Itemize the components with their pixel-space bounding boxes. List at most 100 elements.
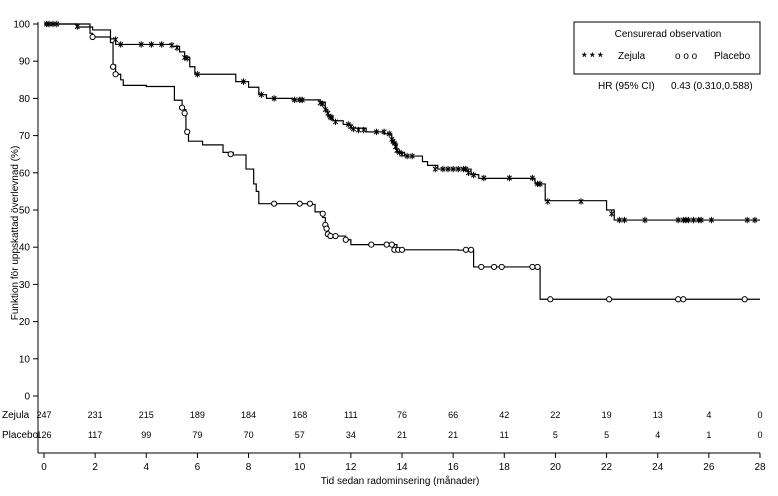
zejula-censor-mark xyxy=(373,128,380,136)
x-tick-label: 14 xyxy=(396,462,408,473)
zejula-censor-mark xyxy=(320,100,326,108)
x-tick-label: 10 xyxy=(294,462,306,473)
hr-label: HR (95% CI) xyxy=(598,81,655,92)
at-risk-value-zejula: 168 xyxy=(292,410,307,420)
at-risk-value-placebo: 117 xyxy=(88,430,102,440)
zejula-censor-mark xyxy=(685,216,691,224)
zejula-censor-mark xyxy=(299,96,305,104)
placebo-censor-mark xyxy=(327,232,334,240)
legend-zejula-label: Zejula xyxy=(618,51,646,62)
zejula-censor-mark xyxy=(690,216,697,224)
at-risk-value-zejula: 184 xyxy=(241,410,256,420)
zejula-censor-mark xyxy=(325,110,331,117)
legend-placebo-label: Placebo xyxy=(714,51,751,62)
placebo-censor-mark xyxy=(534,263,541,271)
placebo-censor-mark xyxy=(462,246,470,253)
placebo-censor-mark xyxy=(741,296,748,303)
x-tick-label: 2 xyxy=(92,462,98,473)
y-tick-label: 60 xyxy=(19,168,31,179)
x-tick-label: 18 xyxy=(499,462,511,473)
zejula-censor-mark xyxy=(675,216,681,224)
zejula-censor-mark xyxy=(440,165,446,173)
zejula-censor-mark xyxy=(329,114,335,121)
placebo-censor-mark xyxy=(478,263,485,271)
at-risk-value-placebo: 5 xyxy=(553,430,558,440)
zejula-censor-mark xyxy=(445,165,451,173)
zejula-censor-mark xyxy=(350,125,357,133)
zejula-censor-mark xyxy=(471,171,477,179)
at-risk-value-zejula: 0 xyxy=(757,410,762,420)
placebo-censor-mark xyxy=(675,296,682,303)
zejula-censor-mark xyxy=(355,126,362,134)
at-risk-label-placebo: Placebo xyxy=(2,430,39,441)
placebo-censor-mark xyxy=(498,263,505,271)
zejula-censor-mark xyxy=(292,96,298,104)
at-risk-value-placebo: 5 xyxy=(604,430,609,440)
y-tick-label: 30 xyxy=(19,280,31,291)
zejula-censor-mark xyxy=(621,216,628,224)
x-tick-label: 28 xyxy=(754,462,766,473)
zejula-censor-mark xyxy=(698,216,704,224)
legend: Censurerad observation * * * Zejula o o … xyxy=(573,21,761,75)
placebo-censor-mark xyxy=(332,232,339,240)
zejula-censor-mark xyxy=(455,165,461,173)
zejula-censor-mark xyxy=(450,165,456,173)
y-tick-label: 90 xyxy=(19,57,31,68)
zejula-censor-mark xyxy=(465,169,472,176)
y-axis-ticks: 0 10 20 30 40 50 60 70 80 90 100 xyxy=(13,20,38,403)
zejula-censor-mark xyxy=(578,198,584,205)
zejula-censor-mark xyxy=(744,216,750,224)
zejula-censor-mark xyxy=(616,216,622,224)
zejula-censor-mark xyxy=(529,174,536,182)
x-tick-label: 12 xyxy=(345,462,357,473)
placebo-censor-mark xyxy=(112,71,119,78)
zejula-censor-mark xyxy=(258,91,264,98)
at-risk-value-zejula: 4 xyxy=(706,410,711,420)
at-risk-value-placebo: 1 xyxy=(706,430,711,440)
at-risk-value-zejula: 231 xyxy=(88,410,103,420)
y-tick-label: 40 xyxy=(19,243,31,254)
at-risk-value-placebo: 99 xyxy=(141,430,151,440)
zejula-censor-mark xyxy=(148,41,154,48)
placebo-censor-mark xyxy=(109,63,117,70)
zejula-censor-mark xyxy=(409,152,415,160)
zejula-censor-mark xyxy=(506,174,512,182)
at-risk-value-placebo: 57 xyxy=(295,430,305,440)
x-tick-label: 22 xyxy=(601,462,613,473)
zejula-censor-mark xyxy=(138,41,144,48)
placebo-censor-mark xyxy=(323,225,330,232)
zejula-censor-mark xyxy=(240,78,247,85)
y-tick-label: 100 xyxy=(13,20,30,31)
placebo-censor-mark xyxy=(227,151,234,158)
zejula-censor-mark xyxy=(361,126,367,134)
at-risk-value-placebo: 21 xyxy=(448,430,458,440)
legend-box xyxy=(573,21,761,75)
zejula-censor-mark xyxy=(348,123,354,130)
zejula-censor-mark xyxy=(463,165,469,173)
at-risk-value-placebo: 126 xyxy=(36,430,51,440)
y-tick-label: 10 xyxy=(19,354,31,365)
at-risk-value-zejula: 13 xyxy=(653,410,663,420)
zejula-censor-mark xyxy=(174,44,180,52)
placebo-censor-mark xyxy=(89,33,96,41)
zejula-censor-mark xyxy=(332,118,339,126)
at-risk-value-placebo: 34 xyxy=(346,430,356,440)
at-risk-value-zejula: 19 xyxy=(602,410,612,420)
x-tick-label: 8 xyxy=(246,462,252,473)
at-risk-value-zejula: 76 xyxy=(397,410,407,420)
zejula-censor-mark xyxy=(752,216,758,224)
y-tick-label: 50 xyxy=(19,206,31,217)
placebo-censor-mark xyxy=(383,241,390,248)
placebo-censor-mark xyxy=(547,296,554,303)
x-tick-label: 26 xyxy=(703,462,715,473)
zejula-censor-mark xyxy=(159,41,165,48)
placebo-censor-mark xyxy=(178,104,186,111)
zejula-censor-mark xyxy=(545,198,551,205)
at-risk-value-zejula: 189 xyxy=(190,410,205,420)
legend-title: Censurerad observation xyxy=(615,29,722,40)
placebo-censor-mark xyxy=(306,200,314,207)
placebo-censor-mark xyxy=(388,241,395,248)
zejula-censor-mark xyxy=(432,165,438,173)
at-risk-label-zejula: Zejula xyxy=(2,410,30,421)
x-tick-label: 24 xyxy=(652,462,664,473)
